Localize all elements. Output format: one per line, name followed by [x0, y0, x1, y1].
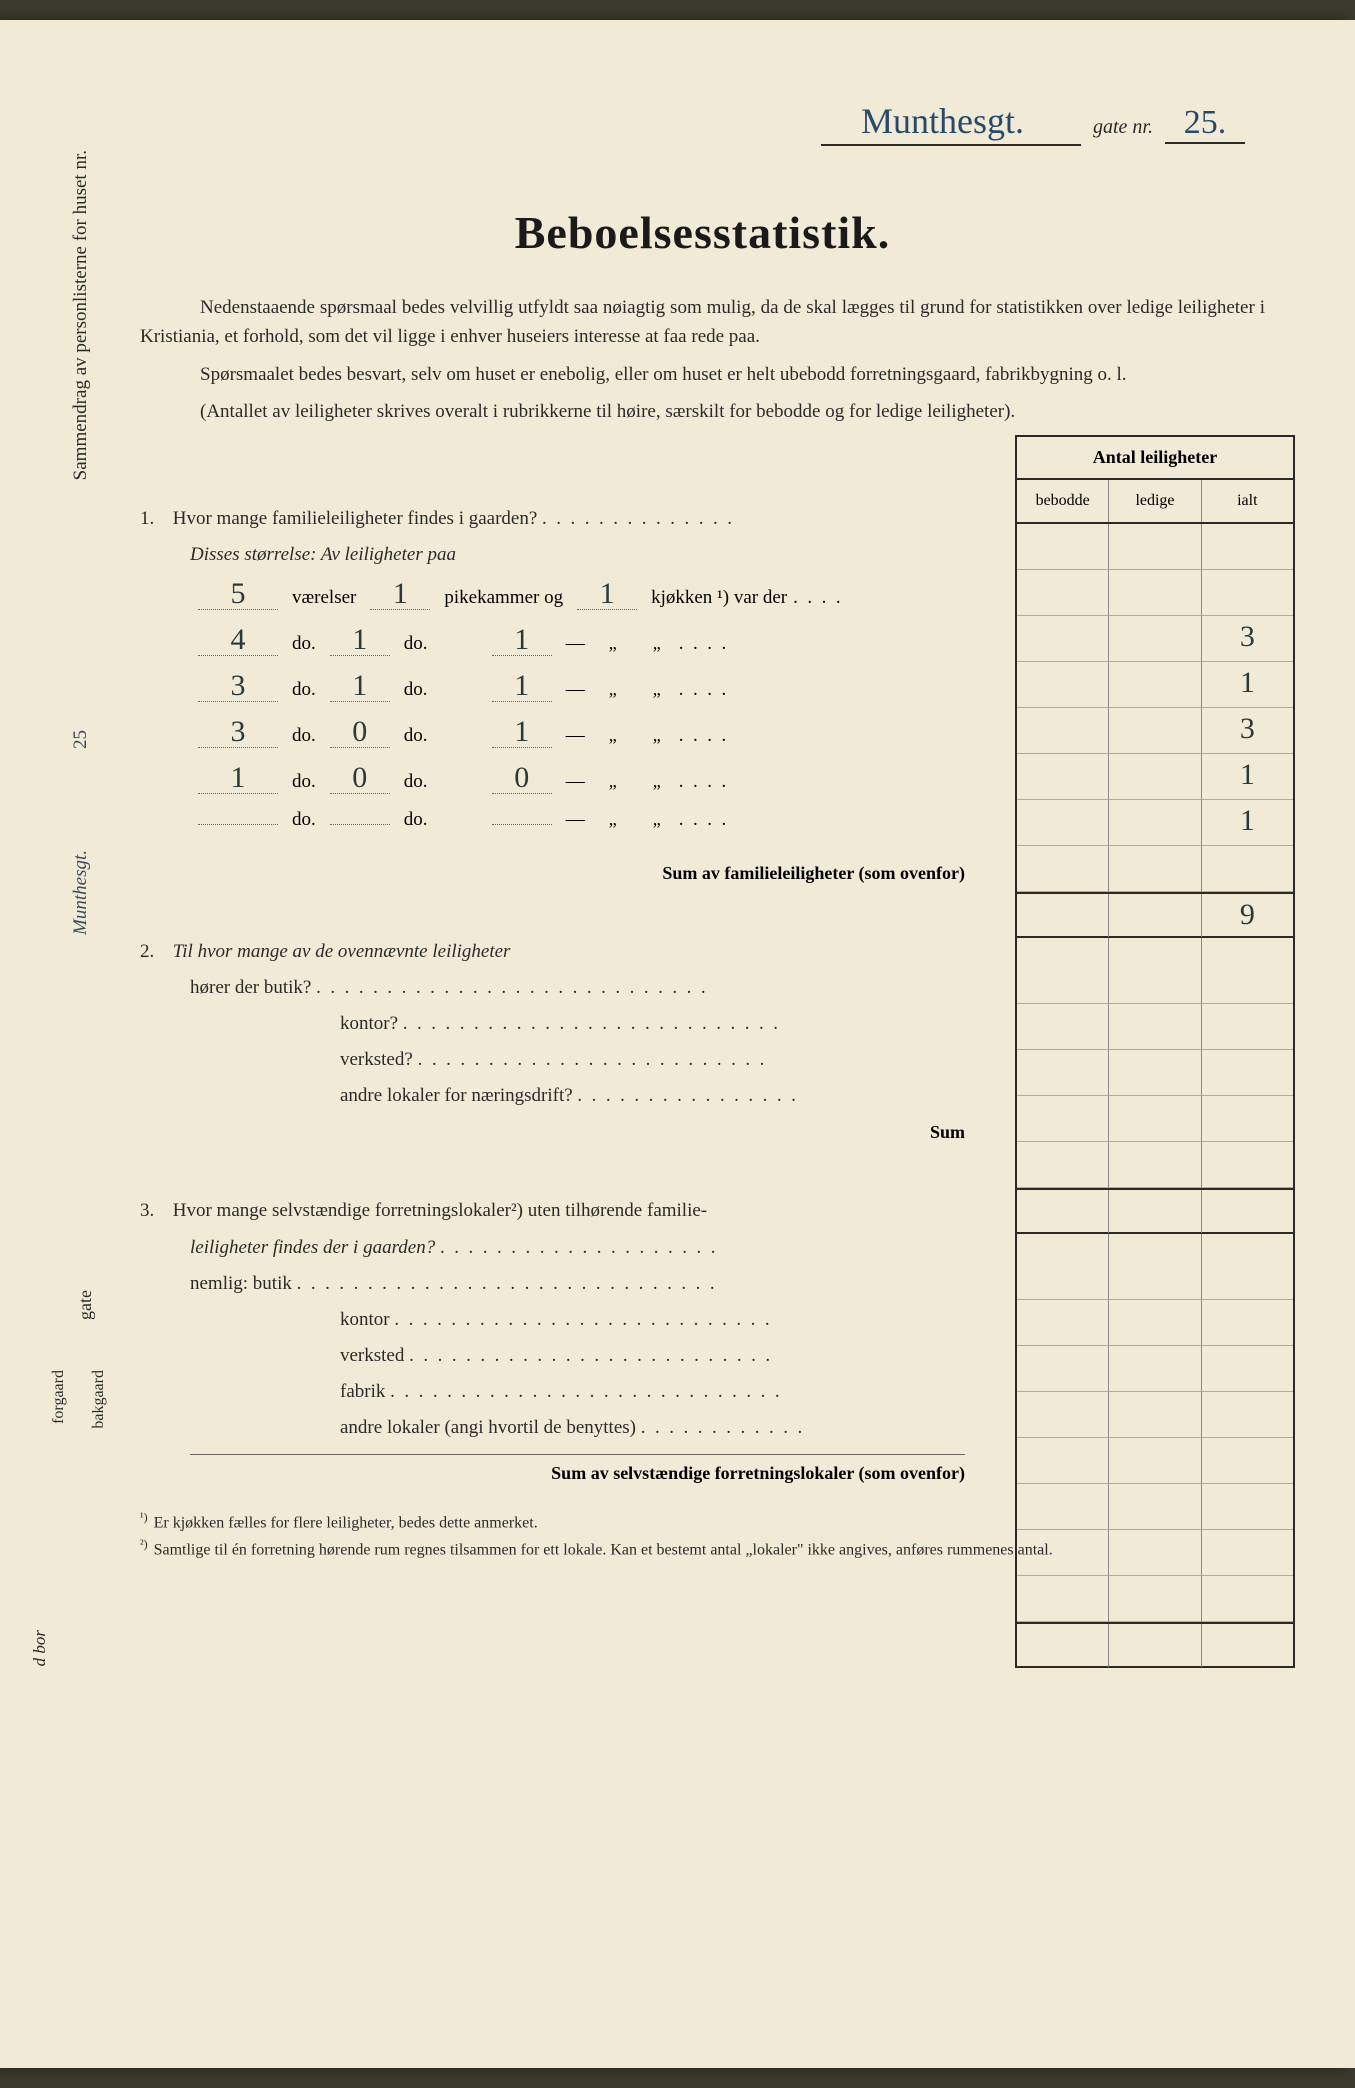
q2-andre: andre lokaler for næringsdrift? . . . . … [140, 1078, 965, 1114]
q3-fabrik: fabrik . . . . . . . . . . . . . . . . .… [140, 1374, 965, 1410]
col-bebodde: bebodde [1017, 480, 1109, 522]
table-header: Antal leiligheter [1015, 435, 1295, 480]
table-row [1017, 846, 1293, 892]
q2-butik: hører der butik? . . . . . . . . . . . .… [140, 970, 965, 1006]
content-area: Antal leiligheter bebodde ledige ialt 3 … [140, 455, 1265, 1563]
street-name-field: Munthesgt. [821, 100, 1081, 146]
table-subhead: bebodde ledige ialt [1015, 480, 1295, 524]
intro-p1: Nedenstaaende spørsmaal bedes velvillig … [140, 293, 1265, 352]
table-row: 1 [1017, 754, 1293, 800]
q1-sum-label: Sum av familieleiligheter (som ovenfor) [140, 863, 965, 884]
q3-kontor: kontor . . . . . . . . . . . . . . . . .… [140, 1302, 965, 1338]
gate-nr-field: 25. [1165, 104, 1245, 144]
q2-verksted: verksted? . . . . . . . . . . . . . . . … [140, 1042, 965, 1078]
tally-table: Antal leiligheter bebodde ledige ialt 3 … [1015, 435, 1295, 1668]
q3-sum-label: Sum av selvstændige forretningslokaler (… [140, 1463, 965, 1484]
col-ialt: ialt [1202, 480, 1293, 522]
document-page: Sammendrag av personlisterne for huset n… [0, 20, 1355, 2068]
q3-butik: nemlig: butik . . . . . . . . . . . . . … [140, 1266, 965, 1302]
q2: 2. Til hvor mange av de ovennævnte leili… [140, 934, 965, 970]
margin-gate: gate [75, 1290, 96, 1320]
table-row: 1 [1017, 662, 1293, 708]
q3-underline [190, 1454, 965, 1455]
q2-kontor: kontor? . . . . . . . . . . . . . . . . … [140, 1006, 965, 1042]
q3-cont: leiligheter findes der i gaarden? . . . … [140, 1230, 965, 1266]
table-body: 3 1 3 1 1 9 [1015, 524, 1295, 1668]
header-line: Munthesgt. gate nr. 25. [140, 100, 1245, 146]
q3-andre: andre lokaler (angi hvortil de benyttes)… [140, 1410, 965, 1446]
table-row: 3 [1017, 616, 1293, 662]
table-sum-row: 9 [1017, 892, 1293, 938]
q1: 1. Hvor mange familieleiligheter findes … [140, 501, 965, 537]
margin-street: Munthesgt. [70, 850, 92, 935]
q3: 3. Hvor mange selvstændige forretningslo… [140, 1193, 965, 1229]
page-title: Beboelsesstatistik. [140, 206, 1265, 259]
q2-sum-label: Sum [140, 1122, 965, 1143]
table-row: 3 [1017, 708, 1293, 754]
q1-sub: Disses størrelse: Av leiligheter paa [140, 537, 965, 573]
margin-summary: Sammendrag av personlisterne for huset n… [70, 150, 92, 480]
margin-bakgaard: bakgaard [90, 1370, 108, 1429]
col-ledige: ledige [1109, 480, 1201, 522]
q3-verksted: verksted . . . . . . . . . . . . . . . .… [140, 1338, 965, 1374]
margin-house-nr: 25 [70, 730, 92, 749]
margin-bor: d bor [30, 1630, 50, 1666]
table-row: 1 [1017, 800, 1293, 846]
margin-forgaard: forgaard [50, 1370, 68, 1424]
intro-p3: (Antallet av leiligheter skrives overalt… [140, 397, 1265, 426]
intro-p2: Spørsmaalet bedes besvart, selv om huset… [140, 360, 1265, 389]
gate-nr-label: gate nr. [1093, 116, 1153, 139]
left-margin: Sammendrag av personlisterne for huset n… [40, 110, 120, 2008]
